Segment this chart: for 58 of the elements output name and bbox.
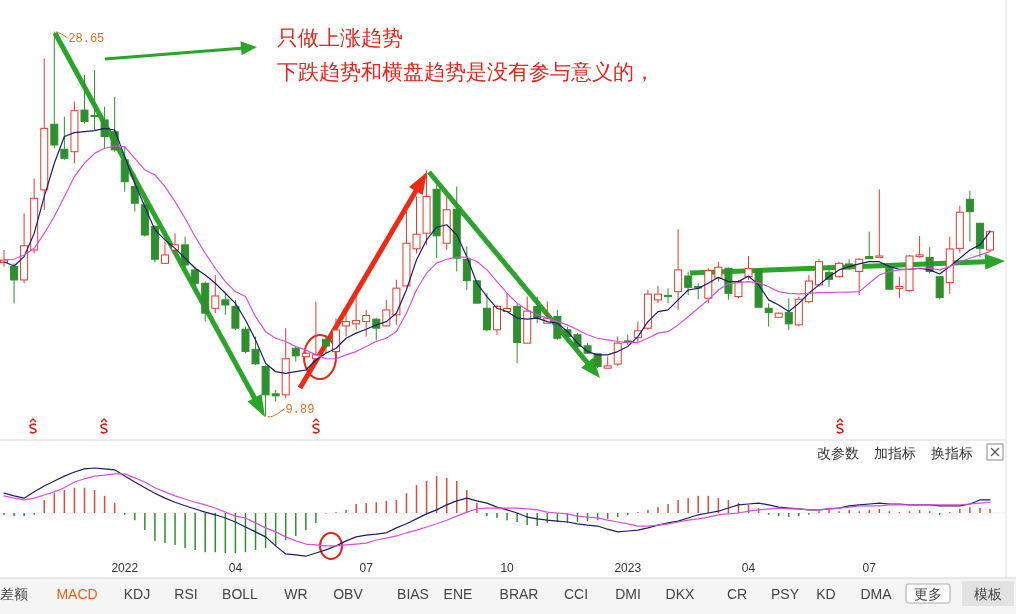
candlestick	[20, 212, 29, 284]
x-tick-label: 2022	[111, 561, 139, 575]
candlestick	[744, 255, 753, 281]
annotation: 28.65	[68, 31, 105, 46]
annotation: 9.89	[285, 402, 315, 417]
text: OBV	[333, 586, 364, 602]
text: DKX	[665, 586, 696, 602]
candlestick	[321, 334, 330, 354]
text: PSY	[770, 586, 800, 602]
candlestick	[945, 236, 954, 295]
candlestick	[332, 317, 341, 358]
candlestick	[342, 311, 351, 338]
candlestick	[140, 199, 149, 238]
text: 更多	[914, 586, 942, 602]
candlestick	[452, 186, 461, 273]
candlestick	[493, 304, 501, 336]
text: RSI	[174, 586, 198, 602]
text: DMI	[615, 586, 641, 602]
candlestick	[965, 190, 974, 243]
x-tick-label: 10	[500, 561, 515, 575]
text: 换指标	[931, 445, 973, 461]
annotation: 下跌趋势和横盘趋势是没有参与意义的，	[277, 60, 655, 83]
text: CR	[726, 586, 748, 602]
text: 改参数	[817, 445, 859, 461]
candlestick	[392, 279, 401, 326]
text: BIAS	[397, 586, 429, 602]
text: BOLL	[222, 586, 259, 602]
candlestick	[150, 224, 159, 264]
text: ENE	[443, 586, 473, 602]
candlestick	[482, 292, 491, 332]
candlestick	[653, 285, 662, 304]
text: BRAR	[499, 586, 539, 602]
x-tick-label: 04	[741, 561, 756, 575]
text: 模板	[974, 586, 1002, 602]
text: 加指标	[874, 445, 916, 461]
annotation: 只做上涨趋势	[277, 26, 403, 49]
x-tick-label: 04	[228, 561, 243, 575]
x-tick-label: 07	[359, 561, 374, 575]
text: KD	[816, 586, 836, 602]
text: DMA	[860, 586, 893, 602]
candlestick	[432, 184, 441, 259]
text: CCI	[563, 586, 589, 602]
candlestick	[814, 258, 823, 288]
candlestick	[181, 236, 190, 269]
text: WR	[284, 586, 308, 602]
x-tick-label: 07	[862, 561, 877, 575]
text: KDJ	[123, 586, 151, 602]
text: 差额	[0, 586, 28, 602]
candlestick	[352, 296, 361, 331]
candlestick	[513, 302, 522, 364]
candlestick	[643, 289, 652, 331]
text: MACD	[56, 586, 98, 602]
candlestick	[764, 302, 773, 328]
candlestick	[10, 262, 19, 304]
candlestick	[674, 228, 683, 311]
candlestick	[664, 287, 673, 304]
x-tick-label: 2023	[614, 561, 642, 575]
candlestick	[100, 106, 109, 149]
